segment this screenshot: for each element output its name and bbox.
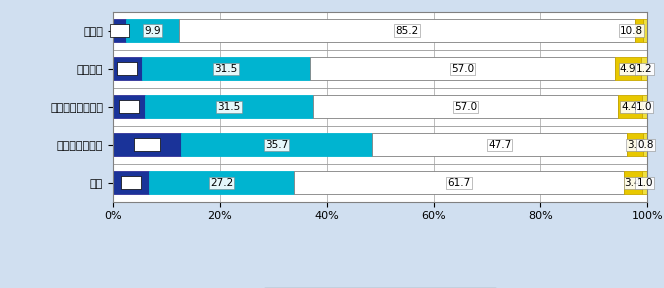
Text: 3.0: 3.0 — [627, 140, 643, 149]
Bar — [113, 19, 126, 42]
Bar — [113, 95, 145, 118]
Text: 2.5: 2.5 — [112, 26, 128, 35]
Bar — [641, 57, 647, 80]
Bar — [618, 95, 641, 118]
Bar — [113, 171, 149, 194]
Text: 4.4: 4.4 — [622, 102, 638, 111]
Text: 6.7: 6.7 — [122, 178, 139, 187]
Text: 31.5: 31.5 — [214, 64, 238, 73]
Bar — [179, 19, 635, 42]
Text: 6.0: 6.0 — [121, 102, 137, 111]
Bar — [627, 133, 643, 156]
Bar — [643, 19, 649, 42]
Text: 1.0: 1.0 — [637, 178, 653, 187]
Text: 5.4: 5.4 — [119, 64, 135, 73]
Text: 10.8: 10.8 — [620, 26, 643, 35]
Bar — [641, 95, 647, 118]
Text: 12.8: 12.8 — [135, 140, 159, 149]
Bar — [372, 133, 627, 156]
Bar — [149, 171, 294, 194]
Bar — [181, 133, 372, 156]
Text: 31.5: 31.5 — [218, 102, 241, 111]
Text: 85.2: 85.2 — [395, 26, 418, 35]
Text: 57.0: 57.0 — [451, 64, 474, 73]
Bar — [310, 57, 615, 80]
Text: 57.0: 57.0 — [454, 102, 477, 111]
Bar — [635, 19, 643, 42]
Bar — [145, 95, 313, 118]
Text: 3.4: 3.4 — [625, 178, 641, 187]
Bar — [113, 133, 181, 156]
Bar — [313, 95, 618, 118]
Text: 47.7: 47.7 — [488, 140, 511, 149]
Bar — [642, 171, 647, 194]
Text: 4.9: 4.9 — [620, 64, 636, 73]
Bar — [643, 133, 647, 156]
Bar — [126, 19, 179, 42]
Text: 9.9: 9.9 — [144, 26, 161, 35]
Text: 1.2: 1.2 — [636, 64, 653, 73]
Text: 0.8: 0.8 — [637, 140, 653, 149]
Text: 35.7: 35.7 — [265, 140, 288, 149]
Text: 61.7: 61.7 — [448, 178, 471, 187]
Text: 1.0: 1.0 — [636, 102, 653, 111]
Bar — [294, 171, 624, 194]
Bar — [141, 57, 310, 80]
Bar — [624, 171, 642, 194]
Bar — [113, 57, 141, 80]
Text: 27.2: 27.2 — [210, 178, 233, 187]
Bar — [615, 57, 641, 80]
